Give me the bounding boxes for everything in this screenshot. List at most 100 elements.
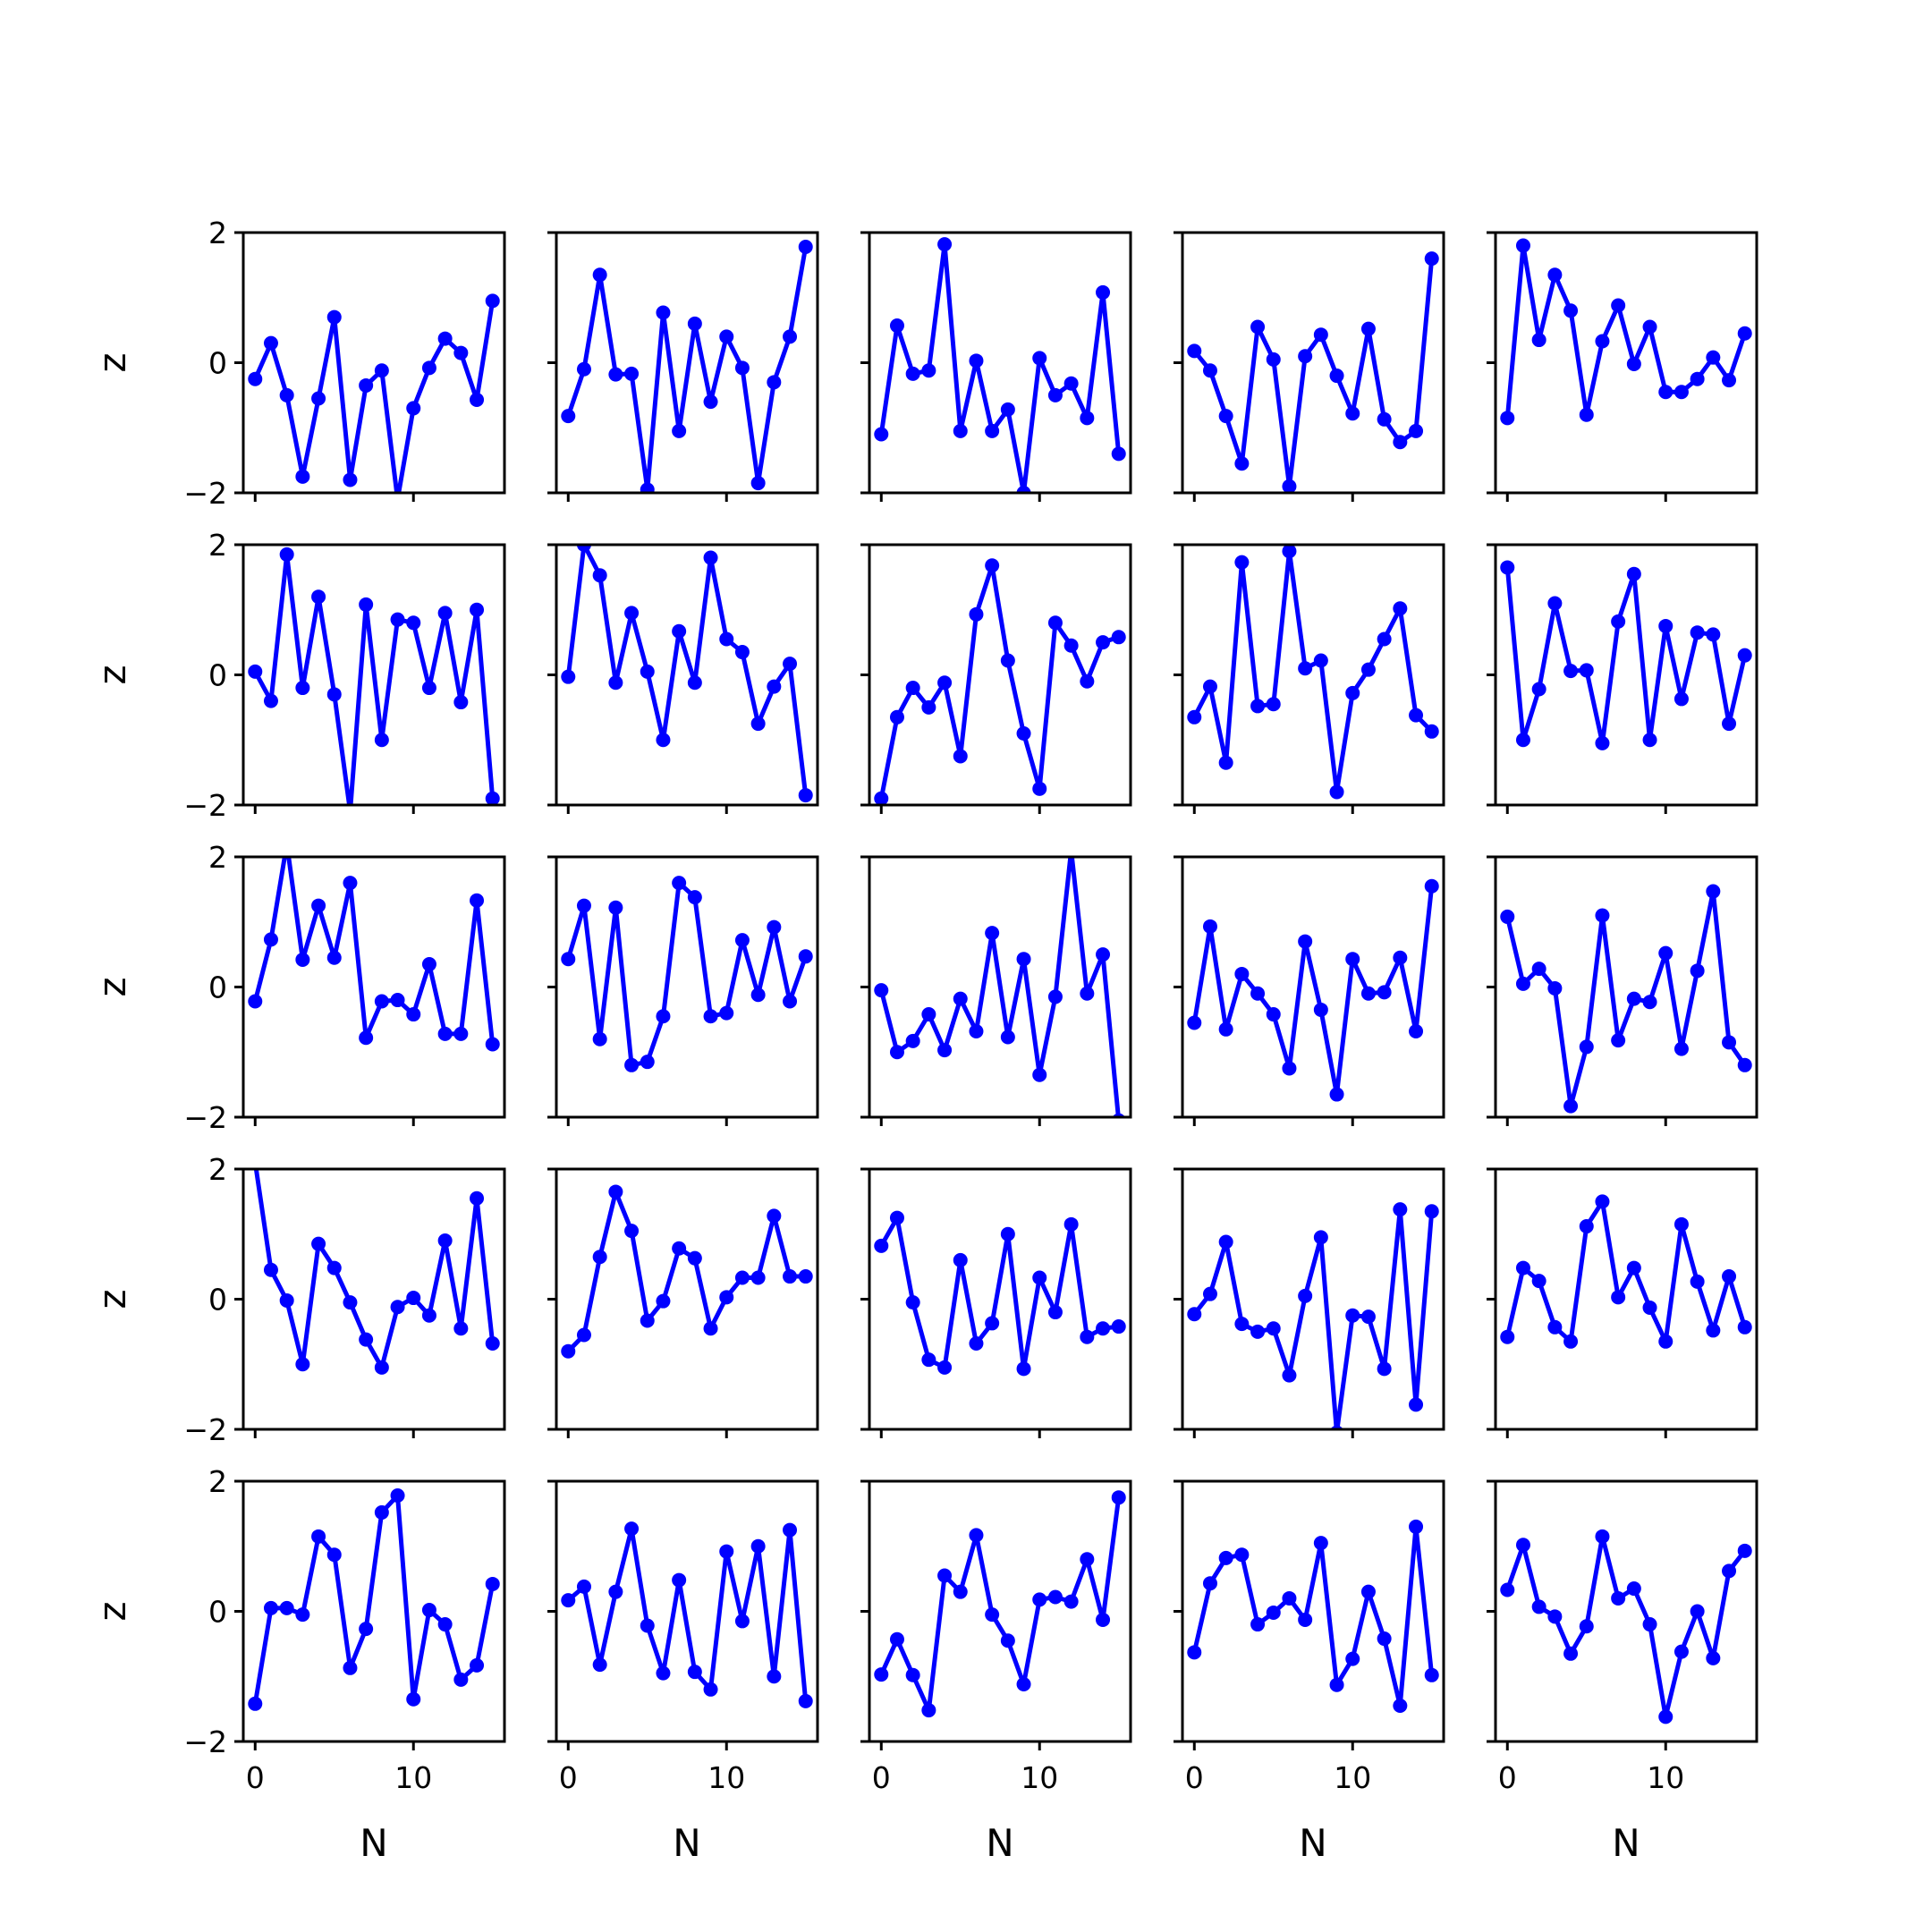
- data-point: [576, 898, 591, 913]
- x-axis-label: N: [1612, 1821, 1640, 1865]
- data-point: [1096, 284, 1111, 300]
- data-point: [1047, 387, 1063, 402]
- data-point: [1424, 724, 1439, 739]
- axes-frame: [1181, 855, 1445, 1119]
- data-point: [1658, 1334, 1674, 1349]
- data-point: [279, 1292, 294, 1308]
- data-point: [1547, 1319, 1563, 1335]
- series-group: [248, 857, 500, 1052]
- data-point: [734, 933, 750, 948]
- data-point: [359, 597, 374, 612]
- data-point: [1282, 479, 1297, 493]
- data-point: [953, 1252, 968, 1267]
- data-point: [1016, 952, 1031, 967]
- data-point: [311, 391, 326, 406]
- data-point: [1282, 545, 1297, 559]
- data-point: [608, 1584, 623, 1599]
- data-point: [624, 366, 640, 381]
- data-point: [251, 1169, 258, 1170]
- data-point: [1032, 1592, 1047, 1607]
- data-point: [703, 1009, 718, 1024]
- data-point: [1626, 356, 1641, 371]
- data-point: [656, 1009, 671, 1024]
- data-point: [470, 392, 485, 407]
- data-point: [1250, 986, 1266, 1001]
- y-tick-label: −2: [183, 476, 227, 511]
- series-group: [561, 240, 813, 493]
- y-axis-label: z: [90, 1601, 134, 1621]
- data-point: [1563, 1334, 1579, 1349]
- axes-frame: [555, 1167, 819, 1431]
- data-point: [905, 681, 920, 696]
- axes-frame: [868, 1479, 1132, 1743]
- data-point: [1531, 682, 1546, 697]
- data-point: [1047, 1589, 1063, 1605]
- data-point: [1531, 962, 1546, 977]
- data-point: [656, 733, 671, 748]
- axes-frame: [555, 1479, 819, 1743]
- y-axis-label: z: [90, 1289, 134, 1309]
- data-point: [921, 1352, 936, 1368]
- data-point: [1111, 630, 1126, 645]
- subplot-r5-c4: 0 10N: [1174, 1479, 1445, 1865]
- data-point: [1424, 251, 1439, 267]
- data-point: [1032, 351, 1047, 366]
- data-point: [1658, 385, 1674, 400]
- data-point: [592, 1031, 607, 1046]
- x-tick-label: 10: [1021, 1760, 1058, 1795]
- data-point: [1096, 635, 1111, 650]
- y-tick-label: −2: [183, 1412, 227, 1447]
- data-point: [937, 675, 953, 691]
- data-point: [437, 606, 453, 621]
- data-point: [1595, 908, 1610, 923]
- subplot-r3-c1: −2 0 2 z: [90, 840, 506, 1135]
- series-group: [874, 1210, 1126, 1377]
- data-point: [592, 267, 607, 283]
- data-point: [1345, 952, 1360, 967]
- x-axis-label: N: [360, 1821, 387, 1865]
- data-point: [1329, 369, 1344, 384]
- data-point: [874, 1238, 889, 1253]
- subplot-r1-c2: [547, 231, 819, 502]
- axes-frame: [1494, 231, 1758, 495]
- data-point: [1187, 709, 1202, 724]
- data-point: [798, 240, 813, 255]
- data-point: [1626, 566, 1641, 581]
- data-point: [1202, 1576, 1217, 1591]
- data-point: [798, 788, 813, 803]
- data-point: [1626, 991, 1641, 1006]
- data-point: [453, 695, 469, 710]
- data-point: [311, 589, 326, 605]
- series-group: [1187, 545, 1439, 800]
- data-point: [561, 1593, 576, 1608]
- data-point: [985, 1316, 1000, 1331]
- data-point: [905, 1033, 920, 1048]
- data-point: [295, 469, 310, 484]
- data-point: [1658, 618, 1674, 633]
- subplot-r4-c1: −2 0 2 z: [90, 1152, 506, 1447]
- data-point: [1642, 1617, 1657, 1632]
- data-point: [1032, 1270, 1047, 1285]
- data-point: [1047, 989, 1063, 1004]
- subplot-r5-c5: 0 10N: [1487, 1479, 1758, 1865]
- data-point: [406, 1691, 421, 1707]
- data-point: [703, 1682, 718, 1697]
- data-point: [279, 547, 294, 562]
- data-point: [1016, 486, 1031, 493]
- series-group: [561, 1184, 813, 1359]
- series-group: [1500, 1529, 1752, 1724]
- data-point: [295, 681, 310, 696]
- data-point: [1234, 966, 1250, 981]
- data-point: [359, 377, 374, 393]
- data-point: [470, 602, 485, 617]
- data-point: [1313, 1230, 1328, 1245]
- data-point: [1080, 1552, 1095, 1567]
- data-point: [1393, 1202, 1408, 1217]
- data-point: [985, 1607, 1000, 1623]
- data-point: [1047, 1305, 1063, 1320]
- data-point: [311, 1236, 326, 1251]
- data-point: [1080, 1329, 1095, 1344]
- subplot-r2-c4: [1174, 543, 1445, 814]
- data-point: [326, 1260, 342, 1275]
- subplot-r2-c2: [547, 543, 819, 814]
